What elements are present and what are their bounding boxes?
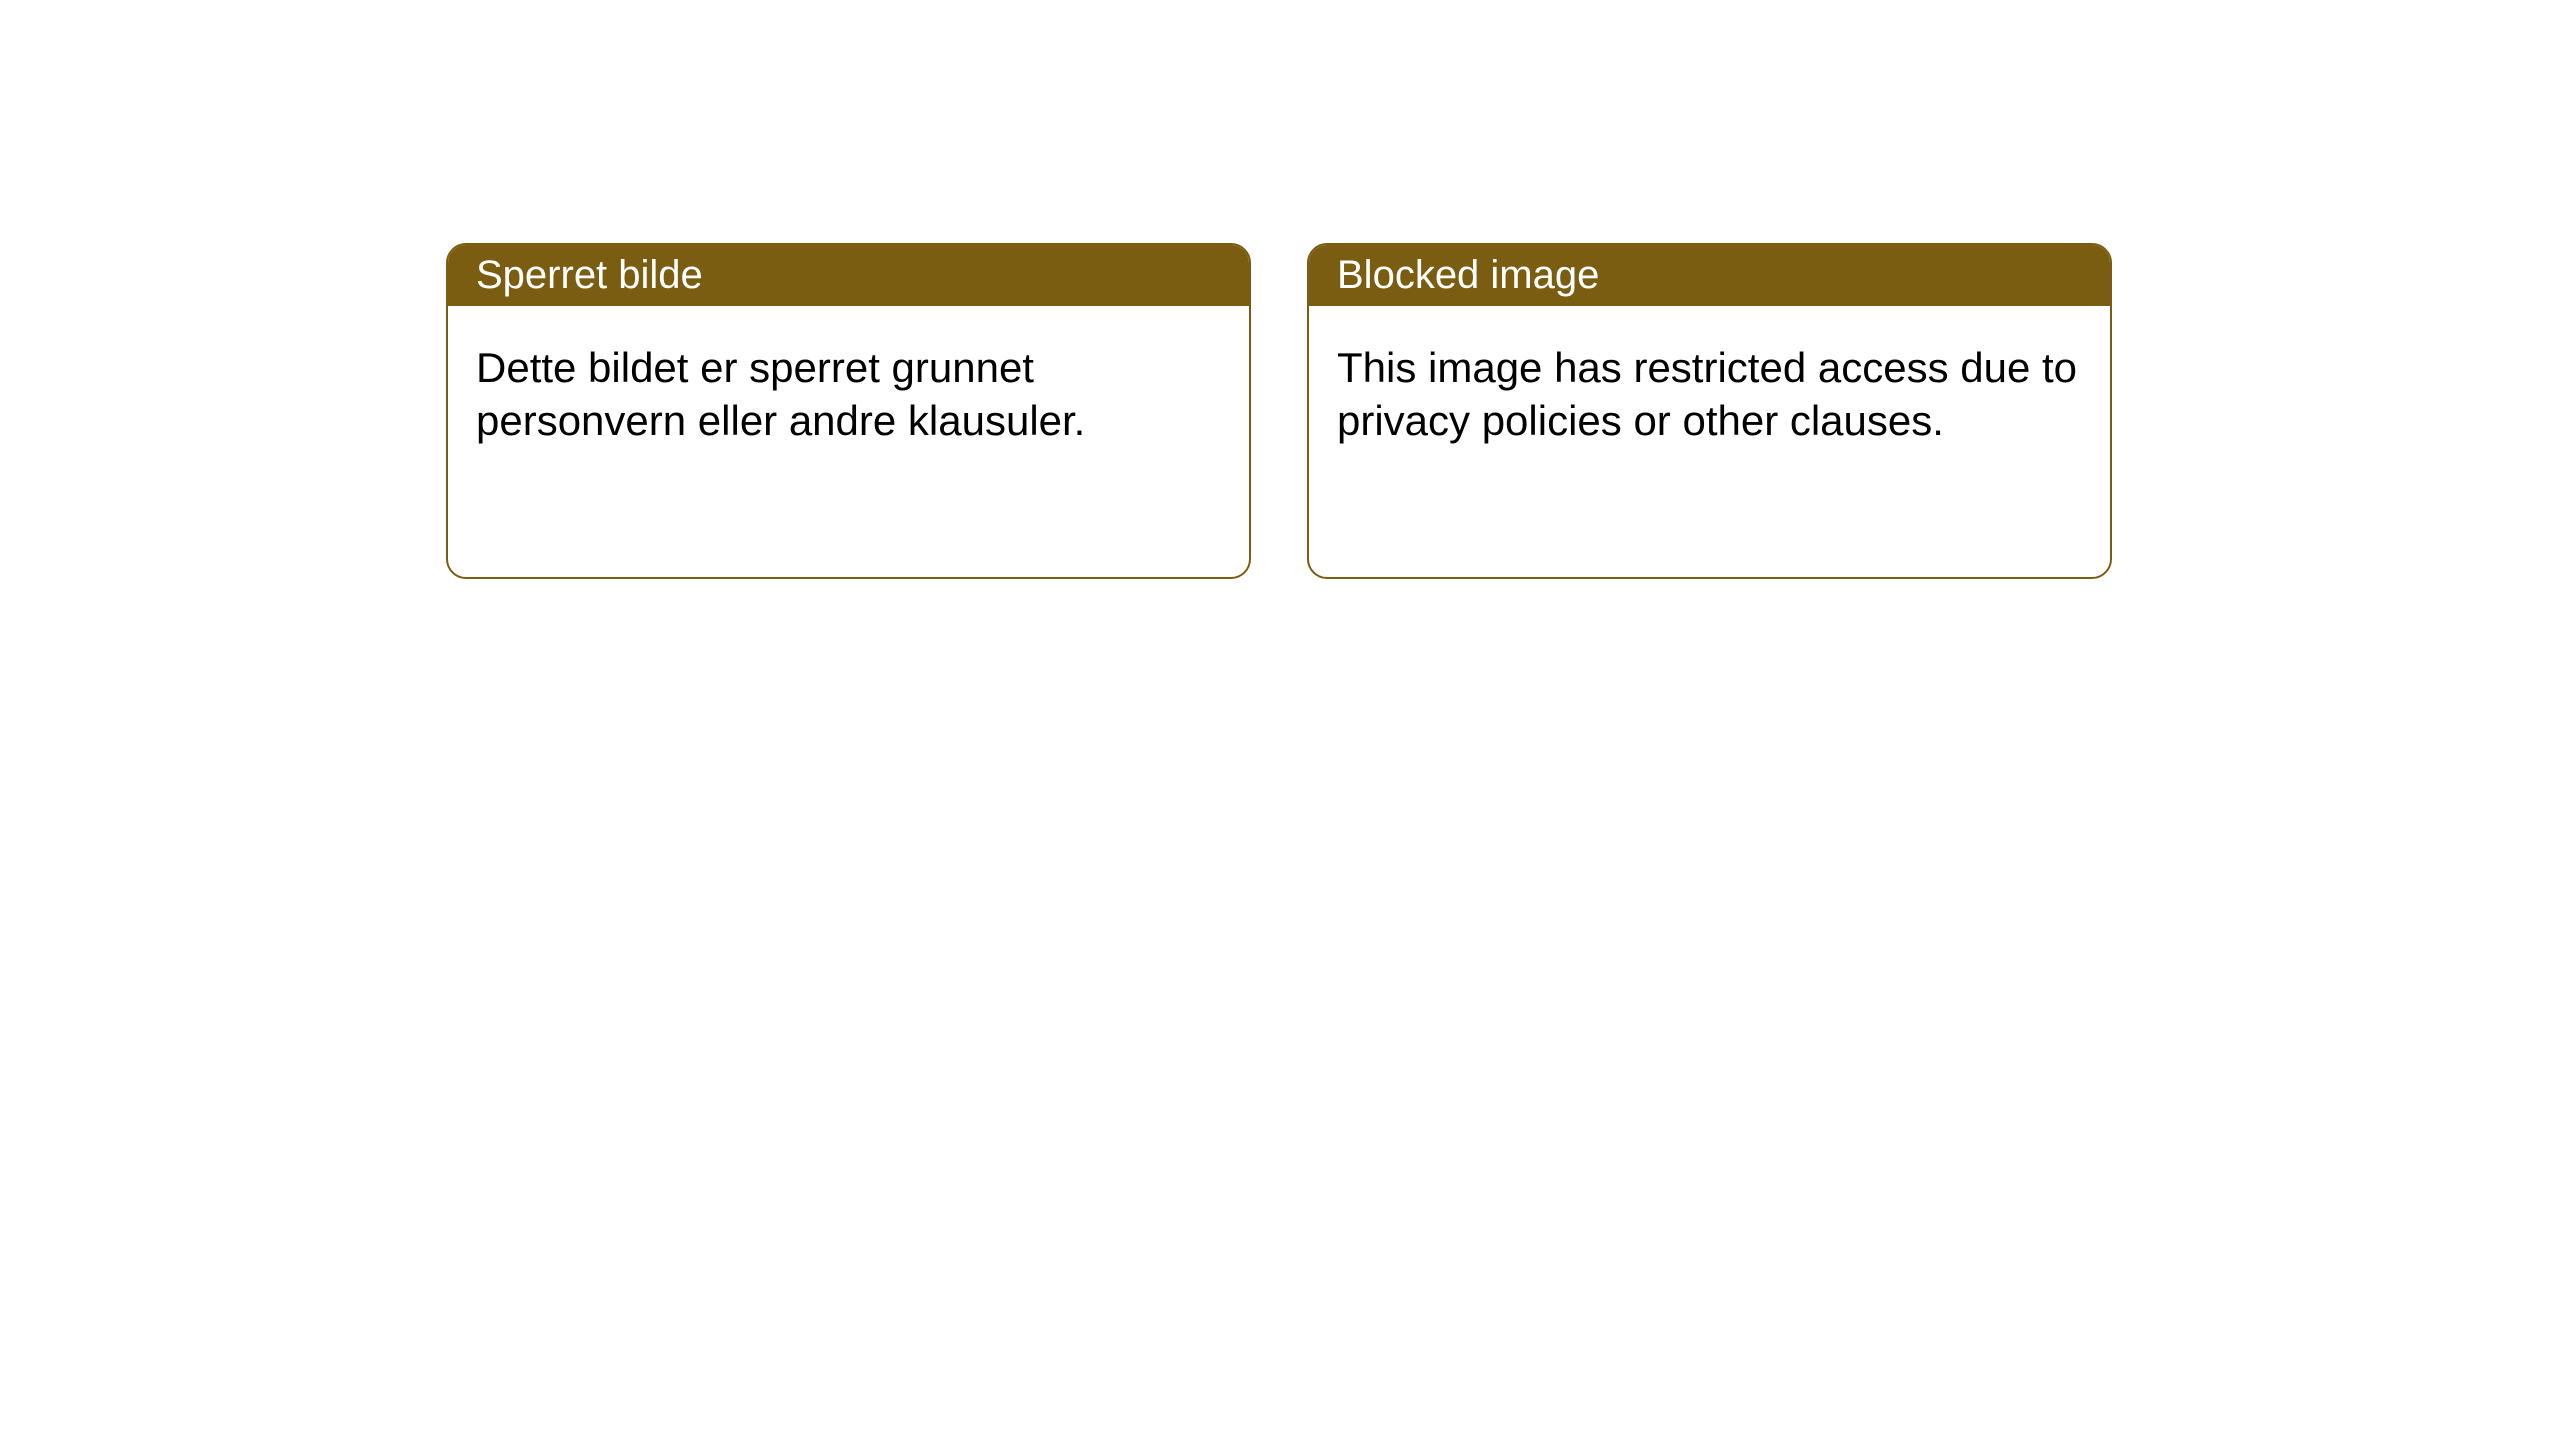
card-body: This image has restricted access due to … bbox=[1309, 306, 2110, 483]
blocked-card-norwegian: Sperret bilde Dette bildet er sperret gr… bbox=[446, 243, 1251, 579]
blocked-card-english: Blocked image This image has restricted … bbox=[1307, 243, 2112, 579]
card-title: Blocked image bbox=[1337, 253, 1599, 297]
card-message: Dette bildet er sperret grunnet personve… bbox=[476, 344, 1085, 444]
card-title: Sperret bilde bbox=[476, 253, 703, 297]
card-body: Dette bildet er sperret grunnet personve… bbox=[448, 306, 1249, 483]
notice-container: Sperret bilde Dette bildet er sperret gr… bbox=[0, 0, 2560, 579]
card-header: Sperret bilde bbox=[448, 245, 1249, 306]
card-message: This image has restricted access due to … bbox=[1337, 344, 2077, 444]
card-header: Blocked image bbox=[1309, 245, 2110, 306]
